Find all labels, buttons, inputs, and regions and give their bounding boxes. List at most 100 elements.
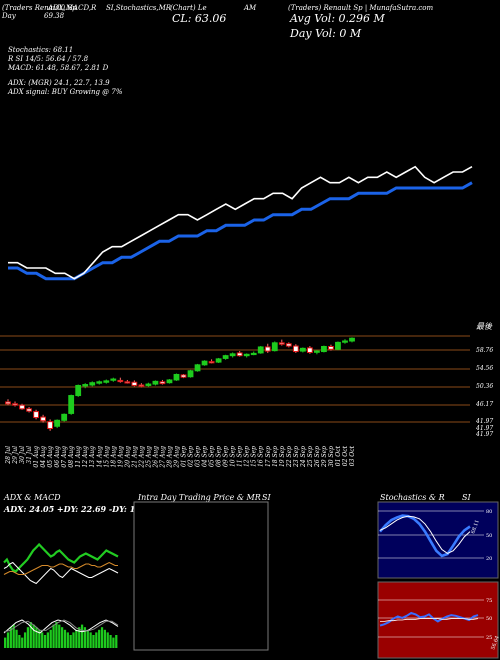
candle-body [243,353,250,357]
candle-body [110,378,117,381]
date-tick-label: 07 Aug [61,446,68,468]
price-axis-label: 54.56 [476,365,493,372]
candle-body [138,384,145,387]
date-tick-label: 22 Sep [286,446,293,468]
macd-histogram-bar [32,624,35,648]
date-tick-label: 15 Sep [251,446,258,467]
rsi-series-line [380,618,479,622]
candle-body [321,346,327,353]
adx-values-text: ADX: 24.05 +DY: 22.69 -DY: 13.89 [3,504,155,514]
candle-body [285,343,292,347]
candle-body [40,416,47,422]
macd-histogram-bar [58,624,61,648]
stoch-series-line [379,515,471,554]
macd-histogram-bar [26,627,30,648]
candle-body [313,350,320,353]
stoch-level-label: 80 [486,509,492,515]
date-tick-label: 02 Sep [188,446,195,467]
date-tick-label: 24 Sep [300,446,307,468]
candle-body [26,408,32,412]
moving-average-line [8,181,473,281]
candle-body [264,346,271,352]
macd-histogram-bar [29,622,32,648]
candle-body [47,421,54,430]
candle-body [173,373,180,381]
macd-histogram-bar [35,627,38,648]
price-axis-label: 41.97 [475,431,493,438]
price-axis-label: 46.17 [475,401,493,408]
candle-body [54,419,61,427]
candle-body [250,352,257,356]
macd-histogram-bar [115,635,118,648]
date-tick-label: 01 Aug [33,446,40,468]
adx-series-line [3,561,119,585]
date-tick-label: 13 Aug [89,446,96,468]
macd-histogram-bar [63,629,67,648]
candle-body [89,382,96,386]
macd-histogram-bar [4,637,7,648]
date-tick-label: 08 Sep [216,446,223,467]
candle-body [61,413,68,421]
candle-body [299,347,306,352]
date-tick-label: 16 Sep [258,446,265,467]
date-tick-label: 11 Sep [237,446,244,467]
candle-body [208,361,215,364]
date-tick-label: 23 Sep [293,446,300,468]
date-tick-label: 15 Aug [103,446,110,468]
date-tick-label: 30 Jul [19,446,26,464]
date-tick-label: 22 Aug [138,446,145,469]
candle-body [5,401,11,405]
date-tick-label: 29 Sep [321,446,328,468]
date-tick-label: 04 Aug [40,446,47,468]
day-volume: Day Vol: 0 M [290,27,362,40]
adx-stat: ADX: (MGR) 24.1, 22.7, 13.9 [8,79,110,87]
macd-histogram-bar [86,629,89,648]
macd-histogram-bar [98,629,101,648]
macd-histogram-bar [46,632,49,648]
avg-volume: Avg Vol: 0.296 M [290,12,385,25]
candle-body [335,341,341,350]
rsi-current-value: 56.64 [490,635,500,651]
date-tick-label: 14 Aug [96,446,103,468]
rsi-level-label: 75 [486,598,492,604]
stoch-panel-title: Stochastics & R [380,493,445,502]
stoch-level-label: 50 [486,533,492,539]
candle-body [194,364,201,372]
candle-body [131,381,138,386]
macd-histogram-bar [6,632,10,648]
candle-body [75,384,82,397]
date-tick-label: 02 Oct [342,445,349,466]
date-tick-label: 06 Aug [54,446,61,468]
date-tick-label: 18 Sep [272,446,279,467]
intraday-panel-title: Intra Day Trading Price & MR [138,493,261,502]
rsi-panel [377,581,499,659]
macd-histogram-bar [75,629,78,648]
macd-histogram-bar [89,632,92,648]
adx-series-line [3,542,119,573]
stochastics-stat: Stochastics: 68.11 [8,46,74,54]
macd-histogram-bar [43,635,47,648]
date-tick-label: 21 Aug [131,446,138,469]
macd-histogram-bar [49,629,52,648]
candle-body [117,379,124,383]
day-value: 69.38 [44,12,65,20]
macd-histogram-bar [61,627,64,648]
candle-body [152,380,159,385]
date-tick-label: 10 Sep [230,446,237,467]
macd-histogram-bar [72,632,75,648]
macd-histogram-bar [109,635,112,648]
rsi-level-label: 25 [486,635,492,641]
date-tick-label: 18 Aug [110,446,117,468]
candle-body [103,380,110,383]
date-tick-label: 03 Sep [195,446,202,467]
candle-body [215,358,222,363]
candle-body [342,340,348,343]
date-tick-label: 26 Aug [152,446,159,469]
header-stoch-list: SI,Stochastics,MR [106,4,172,12]
candle-body [124,381,131,384]
date-tick-label: 05 Sep [209,446,216,467]
price-axis-label: 最後 [476,322,493,331]
macd-histogram-bar [78,627,81,648]
macd-histogram-bar [41,632,44,648]
candle-body [166,379,173,384]
